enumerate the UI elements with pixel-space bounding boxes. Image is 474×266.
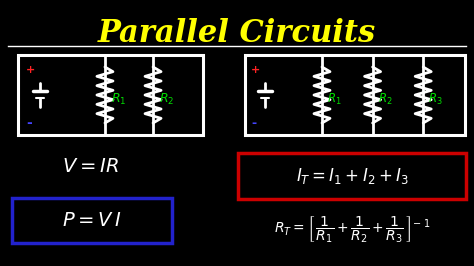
Bar — [238, 153, 466, 199]
Text: $R_1$: $R_1$ — [111, 92, 127, 107]
Text: $V = IR$: $V = IR$ — [62, 158, 118, 176]
Text: $R_2$: $R_2$ — [159, 92, 174, 107]
Text: -: - — [26, 116, 32, 130]
Text: Parallel Circuits: Parallel Circuits — [98, 18, 376, 49]
Text: $P = V\,I$: $P = V\,I$ — [62, 212, 122, 230]
Text: $R_2$: $R_2$ — [378, 92, 392, 107]
Text: +: + — [251, 65, 260, 75]
Text: $I_T = I_1 + I_2 + I_3$: $I_T = I_1 + I_2 + I_3$ — [296, 166, 409, 186]
Text: -: - — [251, 117, 256, 130]
Text: $R_T = \left[\,\dfrac{1}{R_1} + \dfrac{1}{R_2} + \dfrac{1}{R_3}\,\right]^{\!-1}$: $R_T = \left[\,\dfrac{1}{R_1} + \dfrac{1… — [274, 215, 430, 245]
Bar — [18, 55, 203, 135]
Bar — [245, 55, 465, 135]
Text: $R_3$: $R_3$ — [428, 92, 443, 107]
Bar — [12, 198, 172, 243]
Text: $R_1$: $R_1$ — [327, 92, 342, 107]
Text: +: + — [26, 65, 35, 75]
